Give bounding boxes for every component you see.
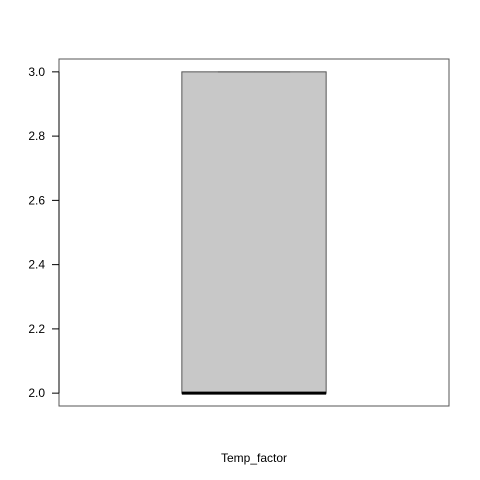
box-group: [182, 72, 326, 393]
y-tick-label: 2.8: [28, 129, 45, 143]
y-tick-label: 2.6: [28, 193, 45, 207]
y-axis: 2.0 2.2 2.4 2.6 2.8 3.0: [28, 65, 59, 400]
y-tick-label: 2.0: [28, 386, 45, 400]
x-axis-title: Temp_factor: [221, 451, 287, 465]
y-tick-label: 3.0: [28, 65, 45, 79]
y-tick-label: 2.4: [28, 258, 45, 272]
y-tick-label: 2.2: [28, 322, 45, 336]
box-body: [182, 72, 326, 393]
